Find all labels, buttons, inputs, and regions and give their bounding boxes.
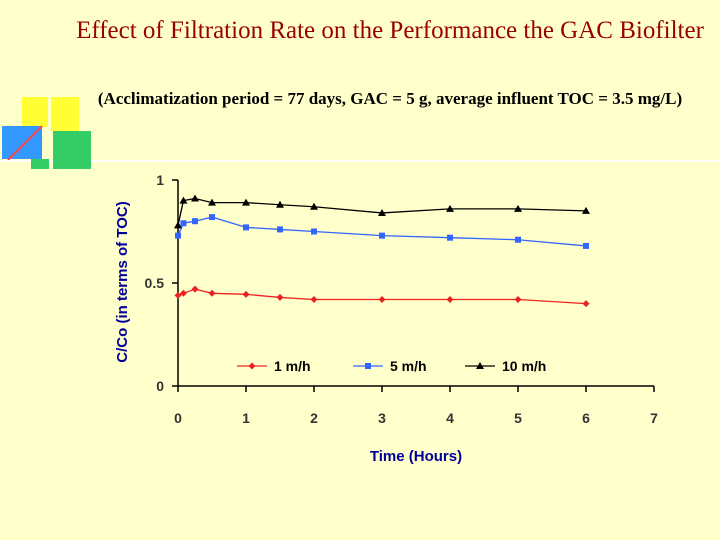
data-point xyxy=(447,234,453,241)
data-point xyxy=(446,204,454,212)
data-point xyxy=(209,214,215,221)
data-point xyxy=(311,228,317,235)
data-point xyxy=(242,290,250,298)
data-point xyxy=(180,220,187,227)
data-point xyxy=(174,291,182,299)
data-point xyxy=(208,289,216,297)
deco-yellow-bar xyxy=(51,97,79,131)
data-point xyxy=(514,204,522,212)
x-tick-label: 1 xyxy=(242,410,250,426)
x-tick-label: 3 xyxy=(378,410,386,426)
series-1 xyxy=(175,214,589,249)
x-tick-label: 7 xyxy=(650,410,658,426)
series-line xyxy=(177,216,587,247)
y-tick-label: 0.5 xyxy=(145,275,165,291)
slide-subtitle: (Acclimatization period = 77 days, GAC =… xyxy=(97,89,683,108)
data-point xyxy=(514,295,522,303)
data-point xyxy=(208,198,216,206)
legend-label: 1 m/h xyxy=(274,358,311,374)
data-point xyxy=(310,202,318,210)
data-point xyxy=(446,295,454,303)
y-tick-label: 1 xyxy=(156,172,164,188)
legend-marker xyxy=(476,362,484,369)
data-point xyxy=(310,295,318,303)
data-point xyxy=(582,206,590,214)
data-point xyxy=(191,194,199,202)
x-tick-label: 5 xyxy=(514,410,522,426)
x-tick-label: 6 xyxy=(582,410,590,426)
data-point xyxy=(179,196,188,204)
legend-label: 10 m/h xyxy=(502,358,546,374)
data-point xyxy=(191,285,199,293)
chart-series xyxy=(174,194,590,308)
data-point xyxy=(378,208,386,216)
deco-green-block xyxy=(53,131,91,159)
x-tick-label: 0 xyxy=(174,410,182,426)
deco-yellow-square xyxy=(22,97,48,127)
data-point xyxy=(276,293,284,301)
y-tick-label: 0 xyxy=(156,378,164,394)
series-0 xyxy=(174,285,590,308)
x-tick-label: 2 xyxy=(310,410,318,426)
data-point xyxy=(583,242,589,249)
data-point xyxy=(515,236,521,243)
legend-marker xyxy=(248,362,256,370)
data-point xyxy=(276,200,284,208)
data-point xyxy=(582,300,590,308)
legend-marker xyxy=(365,363,371,369)
data-point xyxy=(277,226,283,233)
chart-axes: 0 1 2 3 4 5 6 7 0 0.5 1 xyxy=(145,172,659,426)
data-point xyxy=(242,198,250,206)
data-point xyxy=(179,289,187,297)
chart-legend: 1 m/h 5 m/h 10 m/h xyxy=(237,358,546,374)
deco-small-square-left xyxy=(31,159,49,169)
deco-small-square-right xyxy=(53,159,91,169)
slide-title: Effect of Filtration Rate on the Perform… xyxy=(76,17,704,44)
data-point xyxy=(175,232,181,239)
data-point xyxy=(174,221,182,229)
y-axis-label: C/Co (in terms of TOC) xyxy=(114,201,131,362)
data-point xyxy=(379,232,385,239)
data-point xyxy=(243,224,249,231)
series-2 xyxy=(174,194,590,229)
deco-red-diagonal xyxy=(7,125,43,161)
x-tick-label: 4 xyxy=(446,410,454,426)
x-axis-label: Time (Hours) xyxy=(370,448,462,465)
data-point xyxy=(378,295,386,303)
data-point xyxy=(192,218,198,225)
legend-label: 5 m/h xyxy=(390,358,427,374)
